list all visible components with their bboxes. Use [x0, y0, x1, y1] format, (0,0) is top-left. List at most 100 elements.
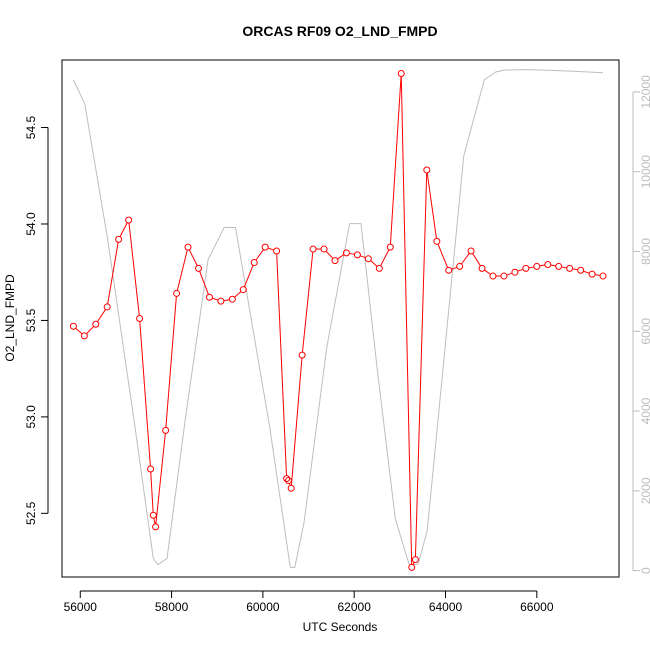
- data-point: [588, 270, 596, 278]
- plot-frame: [61, 59, 620, 578]
- primary-series-segment: [414, 172, 428, 557]
- data-point: [309, 245, 317, 253]
- data-point: [283, 475, 291, 483]
- data-point: [544, 260, 552, 268]
- secondary-series-line: [72, 69, 604, 568]
- primary-series-segment: [461, 253, 470, 265]
- y-tick-label: 54.5: [24, 116, 38, 140]
- primary-series-segment: [255, 249, 264, 261]
- data-point: [511, 268, 519, 276]
- primary-series-segment: [360, 255, 366, 259]
- x-tick-label: 60000: [246, 600, 280, 614]
- primary-series-segment: [370, 260, 378, 267]
- data-point: [80, 332, 88, 340]
- x-tick-label: 64000: [429, 600, 463, 614]
- y2-tick-label: 0: [639, 567, 650, 574]
- y-axis-left: 52.5 53.0 53.5 54.0 54.5: [24, 116, 49, 525]
- y-tick-label: 54.0: [24, 212, 38, 236]
- chart-title: ORCAS RF09 O2_LND_FMPD: [242, 23, 437, 39]
- primary-series-segment: [97, 309, 106, 323]
- data-point: [298, 351, 306, 359]
- y2-tick-label: 2000: [639, 477, 650, 504]
- primary-series-segment: [325, 250, 334, 259]
- primary-series-segment: [75, 327, 83, 335]
- data-point: [522, 264, 530, 272]
- data-point: [284, 477, 292, 485]
- primary-series-segment: [188, 249, 198, 266]
- primary-series-segment: [234, 291, 242, 298]
- data-point: [353, 251, 361, 259]
- primary-series-segment: [290, 358, 303, 486]
- primary-series-segment: [400, 76, 413, 565]
- primary-series-segment: [128, 223, 140, 316]
- primary-series-segment: [337, 254, 345, 260]
- data-point: [287, 484, 295, 492]
- data-point: [205, 293, 213, 301]
- data-point: [250, 259, 258, 267]
- data-point: [411, 556, 419, 564]
- y2-tick-label: 6000: [639, 318, 650, 345]
- data-point: [136, 315, 144, 322]
- data-point: [456, 262, 464, 270]
- primary-series-segment: [349, 252, 355, 255]
- data-point: [125, 216, 133, 224]
- data-point: [149, 511, 157, 519]
- primary-series-segment: [437, 243, 449, 268]
- data-point: [555, 262, 563, 270]
- data-point: [92, 320, 100, 328]
- primary-series-segment: [583, 270, 590, 274]
- x-tick-label: 56000: [64, 600, 98, 614]
- data-point: [433, 237, 441, 245]
- primary-series-segment: [155, 433, 166, 524]
- data-point: [364, 255, 372, 263]
- y-axis-label: O2_LND_FMPD: [3, 274, 17, 362]
- primary-series-segment: [107, 242, 119, 305]
- primary-series-segment: [484, 269, 491, 275]
- primary-series-segment: [199, 270, 209, 295]
- primary-series-segment: [243, 265, 254, 287]
- series-layer: [69, 69, 607, 571]
- primary-series-segment: [572, 268, 578, 271]
- data-point: [342, 249, 350, 257]
- data-point: [173, 289, 181, 297]
- data-point: [423, 166, 431, 174]
- x-tick-label: 62000: [338, 600, 372, 614]
- y-tick-label: 53.5: [24, 308, 38, 332]
- data-point: [408, 563, 416, 571]
- primary-series-segment: [561, 266, 567, 269]
- primary-series-segment: [150, 471, 154, 513]
- primary-series-segment: [223, 299, 230, 302]
- data-point: [147, 465, 155, 473]
- data-point: [375, 264, 383, 272]
- y2-tick-label: 10000: [639, 155, 650, 189]
- primary-series-segment: [267, 247, 274, 251]
- data-point: [273, 247, 281, 255]
- data-point: [599, 272, 607, 280]
- data-point: [103, 303, 111, 311]
- x-tick-label: 66000: [520, 600, 554, 614]
- data-point: [69, 322, 77, 330]
- data-point: [577, 266, 585, 274]
- primary-series-segment: [426, 172, 437, 239]
- data-point: [261, 243, 269, 251]
- data-point: [500, 272, 508, 280]
- primary-series-segment: [451, 266, 457, 270]
- y2-tick-label: 4000: [639, 397, 650, 424]
- x-axis-label: UTC Seconds: [303, 620, 378, 634]
- data-point: [115, 235, 123, 243]
- data-point: [467, 247, 475, 255]
- primary-series-segment: [176, 249, 188, 291]
- y-axis-right: 0 2000 4000 6000 8000 10000 12000: [632, 75, 650, 574]
- data-point: [566, 264, 574, 272]
- data-point: [184, 243, 192, 251]
- primary-series-segment: [539, 264, 545, 267]
- primary-series-segment: [550, 264, 556, 267]
- primary-series-segment: [506, 272, 513, 276]
- data-point: [331, 257, 339, 265]
- data-point: [239, 286, 247, 294]
- data-point: [195, 264, 203, 272]
- x-tick-label: 58000: [155, 600, 189, 614]
- data-point: [152, 523, 160, 531]
